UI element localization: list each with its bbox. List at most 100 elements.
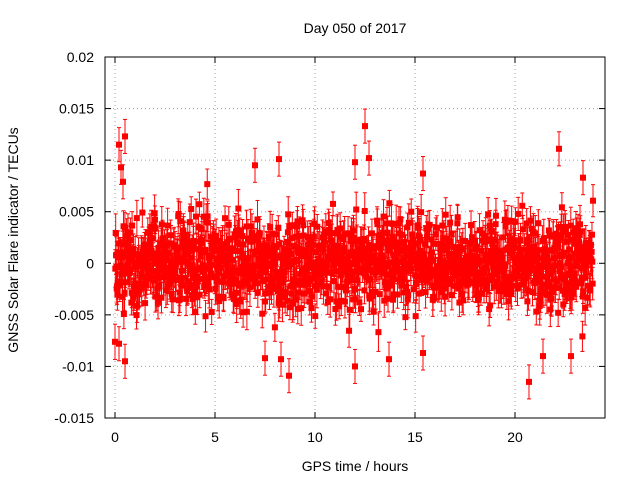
data-point — [150, 255, 157, 262]
data-point — [368, 230, 375, 237]
data-point — [383, 237, 390, 244]
data-point — [189, 247, 196, 254]
data-point — [535, 220, 542, 227]
data-point — [440, 277, 447, 284]
data-point — [200, 213, 207, 220]
data-point — [375, 329, 382, 336]
data-point — [379, 253, 386, 260]
data-point — [199, 237, 206, 244]
data-point — [417, 248, 424, 255]
data-point — [456, 269, 463, 276]
data-point — [191, 265, 198, 272]
data-point — [179, 282, 186, 289]
data-point — [400, 289, 407, 296]
data-point — [502, 223, 509, 230]
data-point — [483, 285, 490, 292]
data-point — [153, 293, 160, 300]
data-point — [524, 298, 531, 305]
data-point — [313, 286, 320, 293]
data-point — [394, 291, 401, 298]
data-point — [416, 290, 423, 297]
data-point — [329, 230, 336, 237]
data-point — [348, 252, 355, 259]
data-point — [333, 298, 340, 305]
data-point — [386, 200, 393, 207]
data-point — [456, 299, 463, 306]
data-point — [469, 234, 476, 241]
data-point — [329, 200, 336, 207]
data-point — [458, 245, 465, 252]
data-point — [388, 241, 395, 248]
data-point — [232, 248, 239, 255]
data-point — [351, 286, 358, 293]
data-point — [501, 268, 508, 275]
data-point — [440, 235, 447, 242]
data-point — [133, 215, 140, 222]
data-point — [112, 338, 118, 345]
data-point — [452, 246, 459, 253]
data-point — [325, 220, 332, 227]
data-point — [441, 285, 448, 292]
data-point — [312, 249, 319, 256]
data-point — [308, 305, 315, 312]
data-point — [346, 327, 353, 334]
data-point — [384, 263, 391, 270]
data-point — [477, 290, 484, 297]
data-point — [396, 266, 403, 273]
data-point — [226, 236, 233, 243]
data-point — [374, 221, 381, 228]
data-point — [482, 251, 489, 258]
data-point — [502, 262, 509, 269]
data-point — [325, 253, 332, 260]
data-point — [279, 301, 286, 308]
data-point — [529, 289, 536, 296]
data-point — [223, 261, 230, 268]
data-point — [486, 222, 493, 229]
data-point — [409, 231, 416, 238]
data-point — [209, 261, 216, 268]
data-point — [307, 238, 314, 245]
data-point — [366, 295, 373, 302]
data-point — [322, 259, 329, 266]
data-point — [368, 245, 375, 252]
data-point — [475, 294, 482, 301]
data-point — [237, 248, 244, 255]
data-point — [515, 210, 522, 217]
data-point — [137, 281, 144, 288]
data-point — [511, 237, 518, 244]
data-point — [286, 224, 293, 231]
data-point — [293, 233, 300, 240]
data-point — [274, 254, 281, 261]
data-point — [208, 270, 215, 277]
data-point — [251, 233, 258, 240]
data-point — [455, 251, 462, 258]
data-point — [268, 282, 275, 289]
data-point — [462, 238, 469, 245]
data-point — [217, 264, 224, 271]
data-point — [211, 274, 218, 281]
data-point — [149, 235, 156, 242]
data-point — [390, 291, 397, 298]
data-point — [432, 231, 439, 238]
data-point — [508, 217, 515, 224]
data-point — [280, 274, 287, 281]
data-point — [192, 213, 199, 220]
data-series — [112, 108, 596, 400]
data-point — [231, 280, 238, 287]
data-point — [276, 241, 283, 248]
data-point — [442, 211, 449, 218]
data-point — [184, 238, 191, 245]
data-point — [213, 232, 220, 239]
data-point — [519, 202, 526, 209]
data-point — [306, 256, 313, 263]
data-point — [378, 258, 385, 265]
data-point — [507, 249, 514, 256]
data-point — [288, 290, 295, 297]
data-point — [139, 209, 146, 216]
data-point — [120, 264, 127, 271]
data-point — [347, 238, 354, 245]
data-point — [519, 226, 526, 233]
data-point — [469, 258, 476, 265]
data-point — [402, 314, 409, 321]
data-point — [442, 293, 449, 300]
